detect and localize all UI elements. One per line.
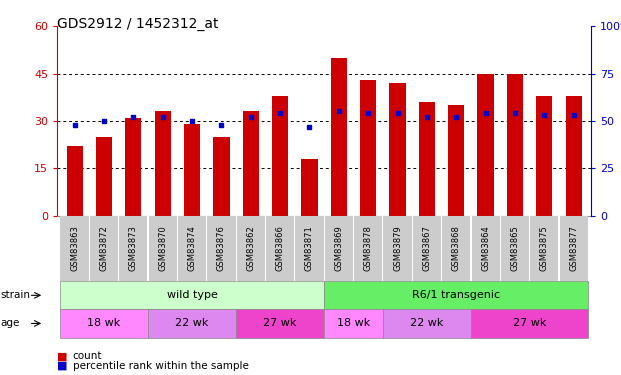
- Bar: [566, 96, 582, 216]
- Text: GSM83877: GSM83877: [569, 225, 578, 272]
- Text: age: age: [1, 318, 20, 328]
- Text: GSM83872: GSM83872: [99, 226, 109, 272]
- Bar: [389, 83, 406, 216]
- Bar: [360, 80, 376, 216]
- Text: percentile rank within the sample: percentile rank within the sample: [73, 361, 248, 370]
- Bar: [448, 105, 465, 216]
- Text: GSM83867: GSM83867: [422, 225, 432, 272]
- Text: 18 wk: 18 wk: [88, 318, 120, 328]
- Text: GSM83875: GSM83875: [540, 226, 549, 272]
- Bar: [536, 96, 552, 216]
- Bar: [301, 159, 317, 216]
- Bar: [96, 137, 112, 216]
- Text: wild type: wild type: [166, 290, 217, 300]
- Text: GSM83879: GSM83879: [393, 226, 402, 272]
- Bar: [125, 118, 142, 216]
- Text: GSM83878: GSM83878: [364, 225, 373, 272]
- Text: GSM83864: GSM83864: [481, 226, 490, 272]
- Bar: [331, 58, 347, 216]
- Text: 22 wk: 22 wk: [175, 318, 209, 328]
- Text: R6/1 transgenic: R6/1 transgenic: [412, 290, 501, 300]
- Text: strain: strain: [1, 290, 30, 300]
- Text: ■: ■: [57, 351, 68, 361]
- Text: count: count: [73, 351, 102, 361]
- Text: 27 wk: 27 wk: [513, 318, 546, 328]
- Bar: [507, 74, 523, 216]
- Text: GSM83876: GSM83876: [217, 225, 226, 272]
- Text: GSM83865: GSM83865: [510, 226, 519, 272]
- Bar: [419, 102, 435, 216]
- Bar: [155, 111, 171, 216]
- Bar: [66, 146, 83, 216]
- Bar: [243, 111, 259, 216]
- Text: GSM83874: GSM83874: [188, 226, 197, 272]
- Text: GSM83869: GSM83869: [334, 226, 343, 272]
- Text: 22 wk: 22 wk: [410, 318, 443, 328]
- Text: GSM83862: GSM83862: [247, 226, 255, 272]
- Text: GSM83866: GSM83866: [276, 225, 284, 272]
- Bar: [184, 124, 200, 216]
- Text: ■: ■: [57, 361, 68, 370]
- Bar: [478, 74, 494, 216]
- Text: 27 wk: 27 wk: [263, 318, 297, 328]
- Text: GSM83863: GSM83863: [70, 225, 79, 272]
- Text: GSM83873: GSM83873: [129, 225, 138, 272]
- Text: GSM83868: GSM83868: [451, 225, 461, 272]
- Text: GDS2912 / 1452312_at: GDS2912 / 1452312_at: [57, 17, 219, 31]
- Text: 18 wk: 18 wk: [337, 318, 370, 328]
- Bar: [272, 96, 288, 216]
- Bar: [214, 137, 230, 216]
- Text: GSM83871: GSM83871: [305, 226, 314, 272]
- Text: GSM83870: GSM83870: [158, 226, 167, 272]
